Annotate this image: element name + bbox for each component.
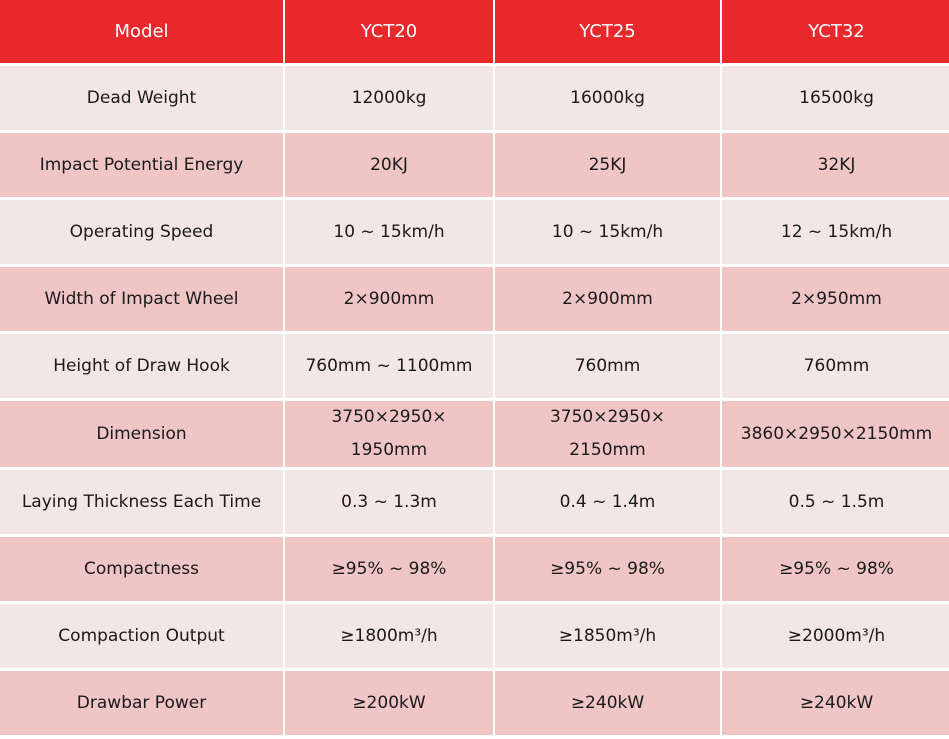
table-cell: 760mm [495, 334, 720, 398]
table-cell: 2×900mm [495, 267, 720, 331]
header-yct20: YCT20 [285, 0, 493, 63]
table-cell: ≥2000m³/h [722, 604, 949, 668]
table-cell: 760mm ~ 1100mm [285, 334, 493, 398]
table-cell: ≥200kW [285, 671, 493, 735]
table-cell: 3750×2950× 2150mm [495, 401, 720, 467]
table-row: Height of Draw Hook 760mm ~ 1100mm 760mm 76… [0, 334, 949, 398]
table-cell: 16500kg [722, 66, 949, 130]
row-label: Operating Speed [0, 200, 283, 264]
table-cell: 2×950mm [722, 267, 949, 331]
table-cell: 10 ~ 15km/h [285, 200, 493, 264]
row-label: Impact Potential Energy [0, 133, 283, 197]
table-cell: 25KJ [495, 133, 720, 197]
table-row: Dimension 3750×2950× 1950mm 3750×2950× 215… [0, 401, 949, 467]
table-cell: ≥240kW [495, 671, 720, 735]
table-cell: ≥95% ~ 98% [722, 537, 949, 601]
table-cell: 0.4 ~ 1.4m [495, 470, 720, 534]
row-label: Compaction Output [0, 604, 283, 668]
table-cell: 10 ~ 15km/h [495, 200, 720, 264]
table-row: Drawbar Power ≥200kW ≥240kW ≥240kW [0, 671, 949, 735]
row-label: Laying Thickness Each Time [0, 470, 283, 534]
table-cell: ≥95% ~ 98% [495, 537, 720, 601]
table-row: Compaction Output ≥1800m³/h ≥1850m³/h ≥2000… [0, 604, 949, 668]
table-cell: ≥1850m³/h [495, 604, 720, 668]
table-row: Laying Thickness Each Time 0.3 ~ 1.3m 0.4 … [0, 470, 949, 534]
table-row: Compactness ≥95% ~ 98% ≥95% ~ 98% ≥95% ~ 98… [0, 537, 949, 601]
table-cell: 12 ~ 15km/h [722, 200, 949, 264]
row-label: Width of Impact Wheel [0, 267, 283, 331]
table-row: Impact Potential Energy 20KJ 25KJ 32KJ [0, 133, 949, 197]
table-row: Width of Impact Wheel 2×900mm 2×900mm 2×950… [0, 267, 949, 331]
table-cell: 0.3 ~ 1.3m [285, 470, 493, 534]
row-label: Compactness [0, 537, 283, 601]
row-label: Dimension [0, 401, 283, 467]
row-label: Dead Weight [0, 66, 283, 130]
table-cell: 0.5 ~ 1.5m [722, 470, 949, 534]
row-label: Height of Draw Hook [0, 334, 283, 398]
table-cell: 32KJ [722, 133, 949, 197]
table-cell: 12000kg [285, 66, 493, 130]
row-label: Drawbar Power [0, 671, 283, 735]
table-cell: 16000kg [495, 66, 720, 130]
table-row: Dead Weight 12000kg 16000kg 16500kg [0, 66, 949, 130]
table-row: Operating Speed 10 ~ 15km/h 10 ~ 15km/h 12 … [0, 200, 949, 264]
table-cell: ≥1800m³/h [285, 604, 493, 668]
table-cell: ≥240kW [722, 671, 949, 735]
header-row: Model YCT20 YCT25 YCT32 [0, 0, 949, 63]
header-yct25: YCT25 [495, 0, 720, 63]
header-model: Model [0, 0, 283, 63]
table-cell: 3860×2950×2150mm [722, 401, 949, 467]
table-cell: ≥95% ~ 98% [285, 537, 493, 601]
table-cell: 2×900mm [285, 267, 493, 331]
table-cell: 20KJ [285, 133, 493, 197]
header-yct32: YCT32 [722, 0, 949, 63]
table-cell: 760mm [722, 334, 949, 398]
table-cell: 3750×2950× 1950mm [285, 401, 493, 467]
